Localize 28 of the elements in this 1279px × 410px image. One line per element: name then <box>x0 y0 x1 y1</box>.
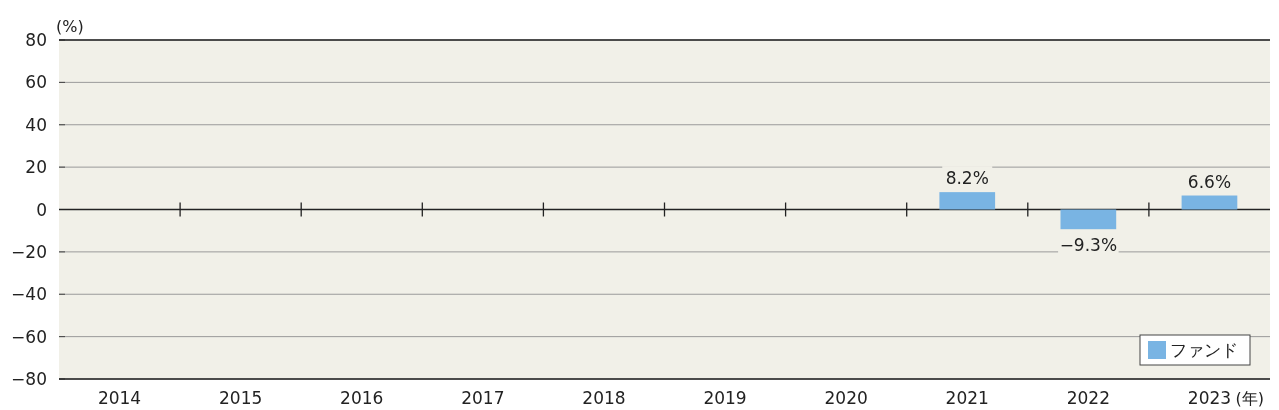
x-tick-label: 2017 <box>461 388 505 408</box>
y-tick-label: −60 <box>11 326 47 347</box>
x-tick-label: 2023 <box>1187 388 1232 408</box>
y-tick-label: −80 <box>11 369 47 389</box>
y-tick-label: −40 <box>11 284 47 305</box>
x-tick-label: 2020 <box>824 388 868 408</box>
y-tick-label: 20 <box>25 157 47 178</box>
x-axis-title: (年) <box>1235 389 1264 408</box>
y-tick-label: 80 <box>25 30 47 50</box>
y-tick-label: 60 <box>25 72 47 93</box>
bar <box>1181 195 1238 210</box>
x-tick-label: 2019 <box>703 388 747 408</box>
x-tick-label: 2018 <box>582 388 626 408</box>
y-axis-title: (%) <box>56 17 84 36</box>
y-tick-label: −20 <box>11 241 47 262</box>
bar <box>939 192 996 210</box>
bar <box>1060 209 1117 230</box>
data-label: 8.2% <box>945 168 989 189</box>
y-tick-label: 0 <box>36 199 47 220</box>
x-tick-label: 2022 <box>1066 388 1110 408</box>
x-tick-label: 2014 <box>97 388 142 408</box>
data-label: −9.3% <box>1059 235 1118 256</box>
x-tick-label: 2015 <box>219 388 263 408</box>
data-label: 6.6% <box>1187 171 1232 192</box>
x-tick-label: 2021 <box>945 388 989 408</box>
x-tick-label: 2016 <box>340 388 384 408</box>
legend-label: ファンド <box>1170 340 1238 360</box>
y-tick-label: 40 <box>25 114 47 135</box>
